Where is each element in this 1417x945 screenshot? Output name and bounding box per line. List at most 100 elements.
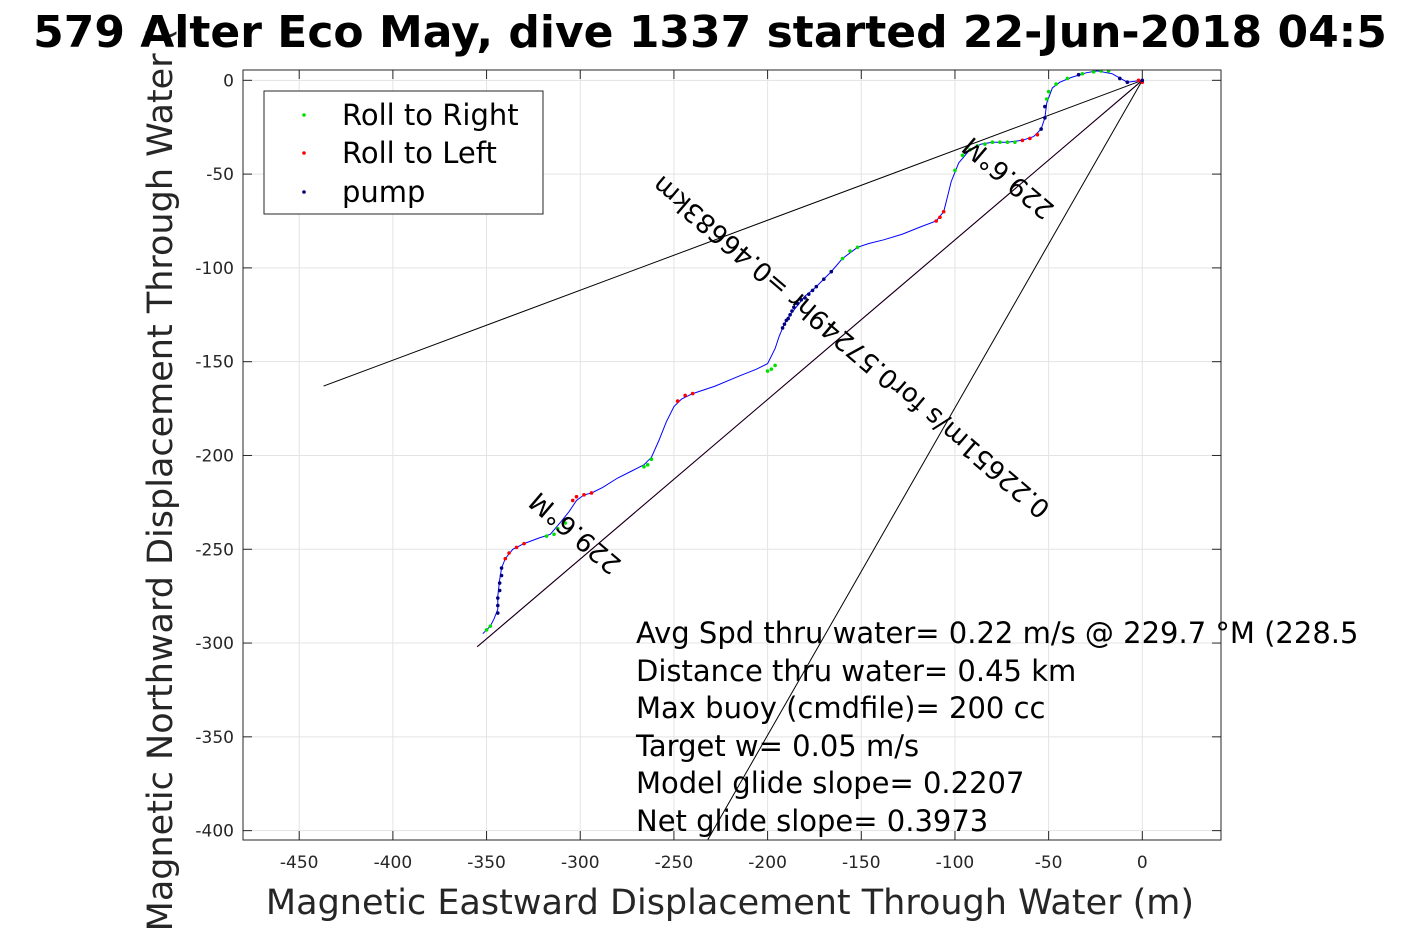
stat-avg-speed: Avg Spd thru water= 0.22 m/s @ 229.7 °M … [636,616,1358,650]
reference-line-1 [707,80,1143,840]
y-tick-label: -400 [195,822,234,842]
marker-roll-to-right [1080,71,1085,76]
y-tick-labels: 0 -50 -100 -150 -200 -250 -300 -350 -400 [195,71,234,841]
stat-net-glide-slope: Net glide slope= 0.3973 [636,804,988,838]
marker-roll-to-right [990,140,995,145]
marker-roll-to-right [773,363,777,368]
x-tick-label: -400 [374,853,413,873]
legend-label-roll-left: Roll to Left [342,136,497,170]
x-tick-label: -50 [1035,853,1063,873]
x-tick-label: -200 [748,853,787,873]
marker-pump [799,297,804,302]
x-tick-label: -100 [936,853,975,873]
marker-pump [829,269,834,274]
marker-pump [782,322,787,326]
marker-roll-to-right [998,140,1002,145]
marker-roll-to-left [574,494,579,499]
marker-roll-to-right [1046,89,1051,94]
stat-model-glide-slope: Model glide slope= 0.2207 [636,766,1024,800]
stat-distance: Distance thru water= 0.45 km [636,654,1076,688]
marker-roll-to-right [1054,82,1058,86]
x-tick-label: -150 [842,853,881,873]
marker-roll-to-right [484,628,489,632]
marker-roll-to-left [507,551,511,555]
marker-roll-to-right [642,464,646,469]
marker-roll-to-left [938,215,942,220]
marker-roll-to-right [645,463,650,467]
marker-roll-to-left [934,219,939,223]
legend-label-pump: pump [342,175,425,209]
marker-roll-to-right [1005,140,1010,145]
reference-lines [323,79,1143,840]
y-tick-label: -50 [206,165,234,185]
marker-roll-to-left [1035,132,1040,137]
marker-roll-to-left [1136,78,1141,83]
legend: Roll to Right Roll to Left pump [263,90,544,215]
x-axis-label: Magnetic Eastward Displacement Through W… [266,883,1194,923]
marker-pump [810,288,815,293]
reference-line-0 [323,79,1143,387]
marker-roll-to-left [1020,138,1025,143]
marker-roll-to-right [840,256,845,261]
y-tick-label: -250 [195,540,234,560]
marker-pump [792,305,796,310]
marker-roll-to-right [1065,76,1070,81]
y-tick-label: -300 [195,634,234,654]
marker-pump [1039,127,1043,131]
marker-pump [807,292,811,296]
marker-pump [499,573,504,578]
stat-max-buoy: Max buoy (cmdfile)= 200 cc [636,691,1045,725]
marker-roll-to-left [582,493,586,497]
marker-roll-to-right [1091,70,1096,74]
legend-marker-roll-right [302,113,306,117]
marker-roll-to-left [941,209,946,214]
stat-target-w: Target w= 0.05 m/s [635,729,919,763]
marker-pump [497,588,502,593]
marker-roll-to-left [503,556,508,561]
legend-label-roll-right: Roll to Right [342,98,519,132]
x-tick-label: -300 [561,853,600,873]
marker-roll-to-right [563,521,568,525]
marker-roll-to-right [555,526,560,531]
marker-roll-to-left [683,393,687,398]
marker-roll-to-right [488,624,493,628]
marker-pump [496,611,500,615]
chart-title: 579 Alter Eco May, dive 1337 started 22-… [33,7,1387,58]
marker-pump [780,326,785,330]
marker-roll-to-right [983,142,987,146]
y-axis-label: Magnetic Northward Displacement Through … [141,29,181,932]
marker-pump [822,277,826,281]
marker-roll-to-right [649,457,654,462]
marker-roll-to-right [552,532,556,537]
marker-roll-to-left [514,545,519,550]
marker-roll-to-right [953,168,957,173]
marker-pump [795,301,800,306]
y-tick-label: -200 [195,446,234,466]
y-tick-label: -100 [195,259,234,279]
marker-roll-to-left [675,399,680,403]
x-tick-label: -350 [467,853,506,873]
marker-roll-to-left [522,541,526,546]
marker-pump [497,581,502,585]
reference-line-3 [476,79,1143,648]
marker-pump [790,309,794,313]
marker-roll-to-right [769,367,774,371]
marker-roll-to-right [960,153,965,158]
legend-marker-pump [302,190,306,194]
marker-pump [1125,80,1130,84]
marker-pump [1140,78,1145,83]
marker-pump [496,596,500,600]
marker-pump [1118,76,1122,81]
marker-roll-to-left [690,391,695,396]
marker-pump [788,312,792,317]
marker-roll-to-right [848,249,852,253]
marker-roll-to-left [1028,136,1032,141]
marker-pump [1076,72,1081,77]
x-tick-label: -450 [280,853,319,873]
marker-layer [484,70,1145,632]
y-tick-label: -150 [195,353,234,373]
marker-pump [499,566,504,570]
x-tick-label: 0 [1137,853,1148,873]
